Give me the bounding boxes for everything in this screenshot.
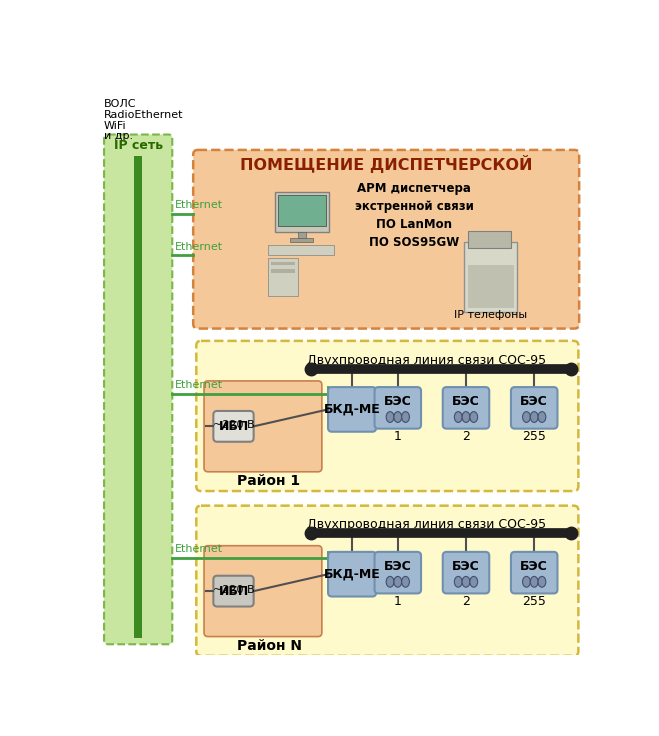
Bar (268, 244, 334, 255)
Text: 1: 1 (394, 595, 402, 608)
Bar (277, 195, 326, 226)
FancyBboxPatch shape (511, 552, 558, 593)
Ellipse shape (530, 411, 538, 422)
Bar (469, 231, 511, 248)
Ellipse shape (523, 576, 530, 587)
FancyBboxPatch shape (511, 387, 558, 428)
Text: Двухпроводная линия связи СОС-95: Двухпроводная линия связи СОС-95 (306, 518, 546, 531)
Text: ~220 В: ~220 В (214, 584, 255, 595)
Text: ВОЛС: ВОЛС (104, 99, 136, 109)
Bar (272, 261, 295, 266)
Text: ИБП: ИБП (218, 584, 248, 598)
Bar (275, 192, 329, 233)
Ellipse shape (462, 411, 470, 422)
Text: Ethernet: Ethernet (175, 200, 223, 210)
FancyBboxPatch shape (204, 545, 322, 637)
FancyBboxPatch shape (214, 411, 254, 442)
Ellipse shape (386, 576, 394, 587)
Text: 2: 2 (462, 595, 470, 608)
Bar (290, 238, 313, 241)
Bar (272, 269, 295, 273)
FancyBboxPatch shape (328, 552, 376, 596)
Text: Ethernet: Ethernet (175, 544, 223, 554)
Ellipse shape (394, 411, 402, 422)
FancyBboxPatch shape (328, 387, 376, 432)
Text: 2: 2 (462, 430, 470, 443)
Text: ~220 В: ~220 В (214, 420, 255, 430)
Text: 255: 255 (523, 430, 546, 443)
Ellipse shape (470, 576, 478, 587)
Text: ИБП: ИБП (218, 420, 248, 433)
Text: Двухпроводная линия связи СОС-95: Двухпроводная линия связи СОС-95 (306, 353, 546, 367)
FancyBboxPatch shape (196, 506, 579, 656)
Text: 255: 255 (523, 595, 546, 608)
Text: БКД-МЕ: БКД-МЕ (324, 403, 380, 416)
Ellipse shape (454, 576, 462, 587)
FancyBboxPatch shape (443, 387, 489, 428)
Text: WiFi: WiFi (104, 121, 127, 131)
Text: БЭС: БЭС (384, 395, 412, 408)
Text: БЭС: БЭС (452, 395, 480, 408)
Ellipse shape (462, 576, 470, 587)
Text: RadioEthernet: RadioEthernet (104, 110, 184, 120)
Ellipse shape (538, 576, 546, 587)
Text: Район N: Район N (237, 639, 302, 653)
FancyBboxPatch shape (374, 387, 421, 428)
Ellipse shape (454, 411, 462, 422)
Text: Ethernet: Ethernet (175, 241, 223, 252)
Text: и др.: и др. (104, 132, 133, 141)
Bar (298, 233, 306, 238)
Ellipse shape (530, 576, 538, 587)
Bar (134, 156, 142, 638)
Text: БЭС: БЭС (521, 560, 548, 573)
Text: IP сеть: IP сеть (113, 139, 163, 152)
Text: АРМ диспетчера
экстренной связи
ПО LanMon
ПО SOS95GW: АРМ диспетчера экстренной связи ПО LanMo… (355, 182, 474, 249)
Text: Ethernet: Ethernet (175, 381, 223, 390)
Text: БЭС: БЭС (452, 560, 480, 573)
Text: БЭС: БЭС (521, 395, 548, 408)
FancyBboxPatch shape (204, 381, 322, 472)
Text: 1: 1 (394, 430, 402, 443)
Text: IP телефоны: IP телефоны (454, 311, 527, 320)
Text: Район 1: Район 1 (237, 474, 300, 488)
Bar (465, 242, 517, 311)
Ellipse shape (470, 411, 478, 422)
Text: БКД-МЕ: БКД-МЕ (324, 567, 380, 581)
Ellipse shape (402, 576, 409, 587)
FancyBboxPatch shape (443, 552, 489, 593)
Text: БЭС: БЭС (384, 560, 412, 573)
FancyBboxPatch shape (193, 150, 579, 328)
Ellipse shape (538, 411, 546, 422)
Text: ПОМЕЩЕНИЕ ДИСПЕТЧЕРСКОЙ: ПОМЕЩЕНИЕ ДИСПЕТЧЕРСКОЙ (240, 155, 532, 173)
Ellipse shape (523, 411, 530, 422)
Bar (268, 258, 298, 296)
Bar (467, 266, 514, 308)
FancyBboxPatch shape (104, 135, 172, 644)
FancyBboxPatch shape (374, 552, 421, 593)
Ellipse shape (394, 576, 402, 587)
Ellipse shape (386, 411, 394, 422)
FancyBboxPatch shape (196, 341, 579, 491)
FancyBboxPatch shape (214, 576, 254, 606)
Ellipse shape (402, 411, 409, 422)
